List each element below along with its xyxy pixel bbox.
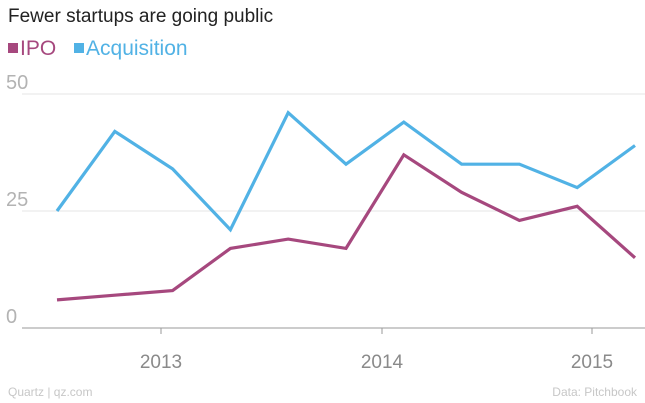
footer-source-credit: Quartz | qz.com [8,385,93,399]
chart-legend: IPO Acquisition [8,37,200,61]
y-tick-label-50: 50 [6,72,28,94]
footer-data-credit: Data: Pitchbook [552,385,637,399]
x-tick-label-2013: 2013 [140,352,182,373]
chart-title: Fewer startups are going public [8,6,274,27]
series-lines [55,110,637,302]
legend-swatch-acquisition [74,43,85,53]
series-line-acquisition [55,110,636,233]
legend-label-ipo: IPO [20,37,57,60]
legend-label-acquisition: Acquisition [86,37,188,60]
gridlines: 0 25 50 [6,72,645,329]
y-tick-label-0: 0 [6,306,17,328]
x-tick-label-2015: 2015 [571,352,613,373]
y-tick-label-25: 25 [6,189,28,211]
legend-item-acquisition: Acquisition [74,37,188,61]
legend-item-ipo: IPO [8,37,56,61]
series-line-ipo [56,152,637,302]
x-axis: 2013 2014 2015 [140,328,613,373]
legend-swatch-ipo [8,43,18,53]
x-tick-label-2014: 2014 [361,352,404,373]
